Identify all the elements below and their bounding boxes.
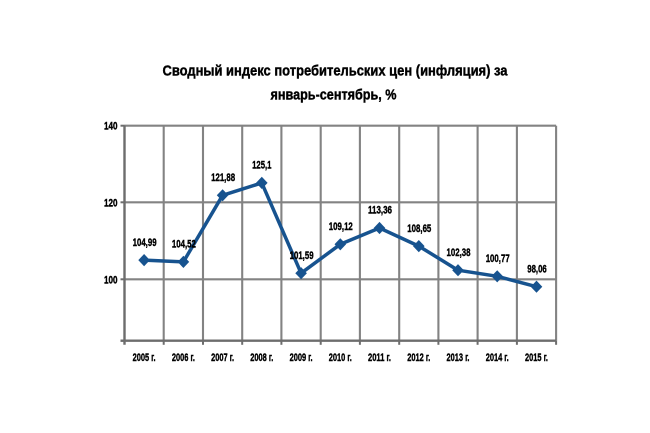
svg-text:125,1: 125,1	[252, 160, 271, 172]
svg-text:2015 г.: 2015 г.	[525, 352, 548, 364]
svg-text:2008 г.: 2008 г.	[250, 352, 273, 364]
svg-text:108,65: 108,65	[407, 223, 431, 235]
svg-text:101,59: 101,59	[290, 250, 314, 262]
svg-text:январь-сентябрь, %: январь-сентябрь, %	[271, 87, 397, 104]
svg-text:98,06: 98,06	[527, 263, 547, 275]
svg-text:2005 г.: 2005 г.	[133, 352, 156, 364]
svg-text:102,38: 102,38	[447, 247, 471, 259]
svg-text:2006 г.: 2006 г.	[172, 352, 195, 364]
svg-text:100: 100	[104, 274, 118, 286]
svg-text:2014 г.: 2014 г.	[486, 352, 509, 364]
svg-text:2012 г.: 2012 г.	[407, 352, 430, 364]
svg-text:109,12: 109,12	[329, 221, 353, 233]
svg-text:100,77: 100,77	[486, 253, 510, 265]
svg-text:2013 г.: 2013 г.	[447, 352, 470, 364]
svg-text:140: 140	[104, 121, 118, 133]
svg-text:2010 г.: 2010 г.	[329, 352, 352, 364]
svg-text:121,88: 121,88	[211, 172, 235, 184]
svg-text:2007 г.: 2007 г.	[211, 352, 234, 364]
svg-text:2009 г.: 2009 г.	[290, 352, 313, 364]
svg-text:113,36: 113,36	[368, 205, 392, 217]
svg-text:Сводный индекс потребительских: Сводный индекс потребительских цен (инфл…	[163, 63, 509, 80]
svg-text:104,52: 104,52	[172, 239, 196, 251]
svg-text:2011 г.: 2011 г.	[368, 352, 391, 364]
svg-text:120: 120	[104, 197, 118, 209]
svg-text:104,99: 104,99	[133, 237, 157, 249]
